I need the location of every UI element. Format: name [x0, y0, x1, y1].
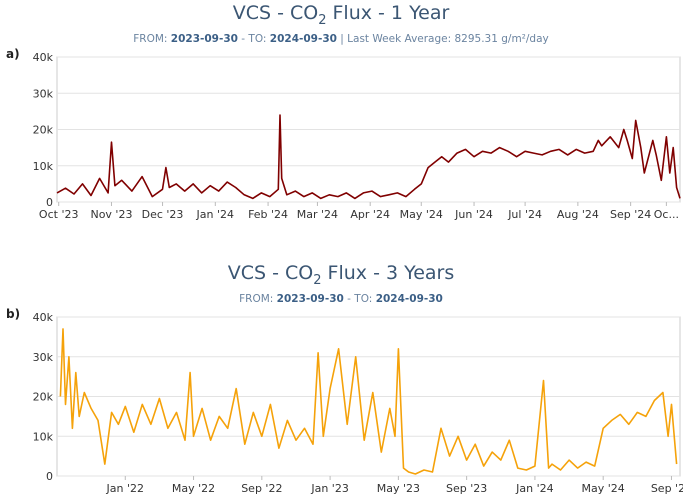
panel-a-subtitle: FROM: 2023-09-30 - TO: 2024-09-30 | Last…	[133, 33, 549, 45]
panel-b-ytick-label: 10k	[33, 430, 54, 443]
panel-a-ytick-label: 20k	[33, 124, 54, 137]
panel-b-xtick-label: Jan '23	[310, 482, 348, 495]
panel-b-subtitle: FROM: 2023-09-30 - TO: 2024-09-30	[239, 293, 443, 305]
panel-b-series-line	[59, 328, 678, 475]
panel-a-ytick-label: 10k	[33, 160, 54, 173]
panel-b-xtick-label: May '22	[172, 482, 215, 495]
panel-b: VCS - CO2 Flux - 3 Years FROM: 2023-09-3…	[6, 262, 683, 495]
panel-a-series-line	[56, 114, 681, 200]
panel-a-xtick-label: Jan '24	[196, 208, 234, 221]
panel-a-ytick-label: 40k	[33, 51, 54, 64]
panel-b-xtick-label: Jan '22	[106, 482, 144, 495]
panel-a-xtick-label: Mar '24	[297, 208, 338, 221]
panel-a-plot: 0 10k 20k 30k 40k Oct '23 Nov '23 Dec '23 Jan '2…	[33, 51, 681, 221]
panel-b-ytick-label: 40k	[33, 311, 54, 324]
panel-a-xtick-label: Sep '24	[610, 208, 651, 221]
panel-a-xtick-label: Dec '23	[142, 208, 184, 221]
panel-a-xtick-label: Jun '24	[454, 208, 493, 221]
panel-a: VCS - CO2 Flux - 1 Year FROM: 2023-09-30…	[6, 2, 681, 221]
panel-a-xtick-label: Jul '24	[507, 208, 542, 221]
panel-a-title: VCS - CO2 Flux - 1 Year	[233, 2, 450, 28]
panel-a-xtick-label: Apr '24	[350, 208, 390, 221]
panel-b-ytick-label: 20k	[33, 391, 54, 404]
panel-b-xtick-label: May '24	[582, 482, 625, 495]
panel-b-ytick-label: 30k	[33, 351, 54, 364]
panel-a-xtick-label: Oc...	[654, 208, 679, 221]
panel-a-label: a)	[6, 47, 20, 61]
panel-b-plot: 0 10k 20k 30k 40k Jan '22 May '22 Sep '22 Jan '2…	[33, 311, 683, 495]
panel-b-title: VCS - CO2 Flux - 3 Years	[228, 262, 455, 288]
panel-b-label: b)	[6, 307, 20, 321]
panel-b-xtick-label: Jan '24	[515, 482, 553, 495]
panel-a-xtick-label: Nov '23	[90, 208, 132, 221]
panel-a-xtick-label: Oct '23	[39, 208, 79, 221]
panel-a-xtick-label: Feb '24	[248, 208, 288, 221]
panel-a-xtick-label: Aug '24	[557, 208, 599, 221]
panel-b-xtick-label: Sep '24	[651, 482, 683, 495]
panel-b-xtick-label: Sep '23	[446, 482, 487, 495]
panel-a-xtick-label: May '24	[400, 208, 443, 221]
panel-a-ytick-label: 30k	[33, 87, 54, 100]
panel-a-ytick-label: 0	[46, 196, 53, 209]
panel-b-xtick-label: May '23	[377, 482, 420, 495]
panel-b-ytick-label: 0	[46, 470, 53, 483]
panel-b-xtick-label: Sep '22	[241, 482, 282, 495]
